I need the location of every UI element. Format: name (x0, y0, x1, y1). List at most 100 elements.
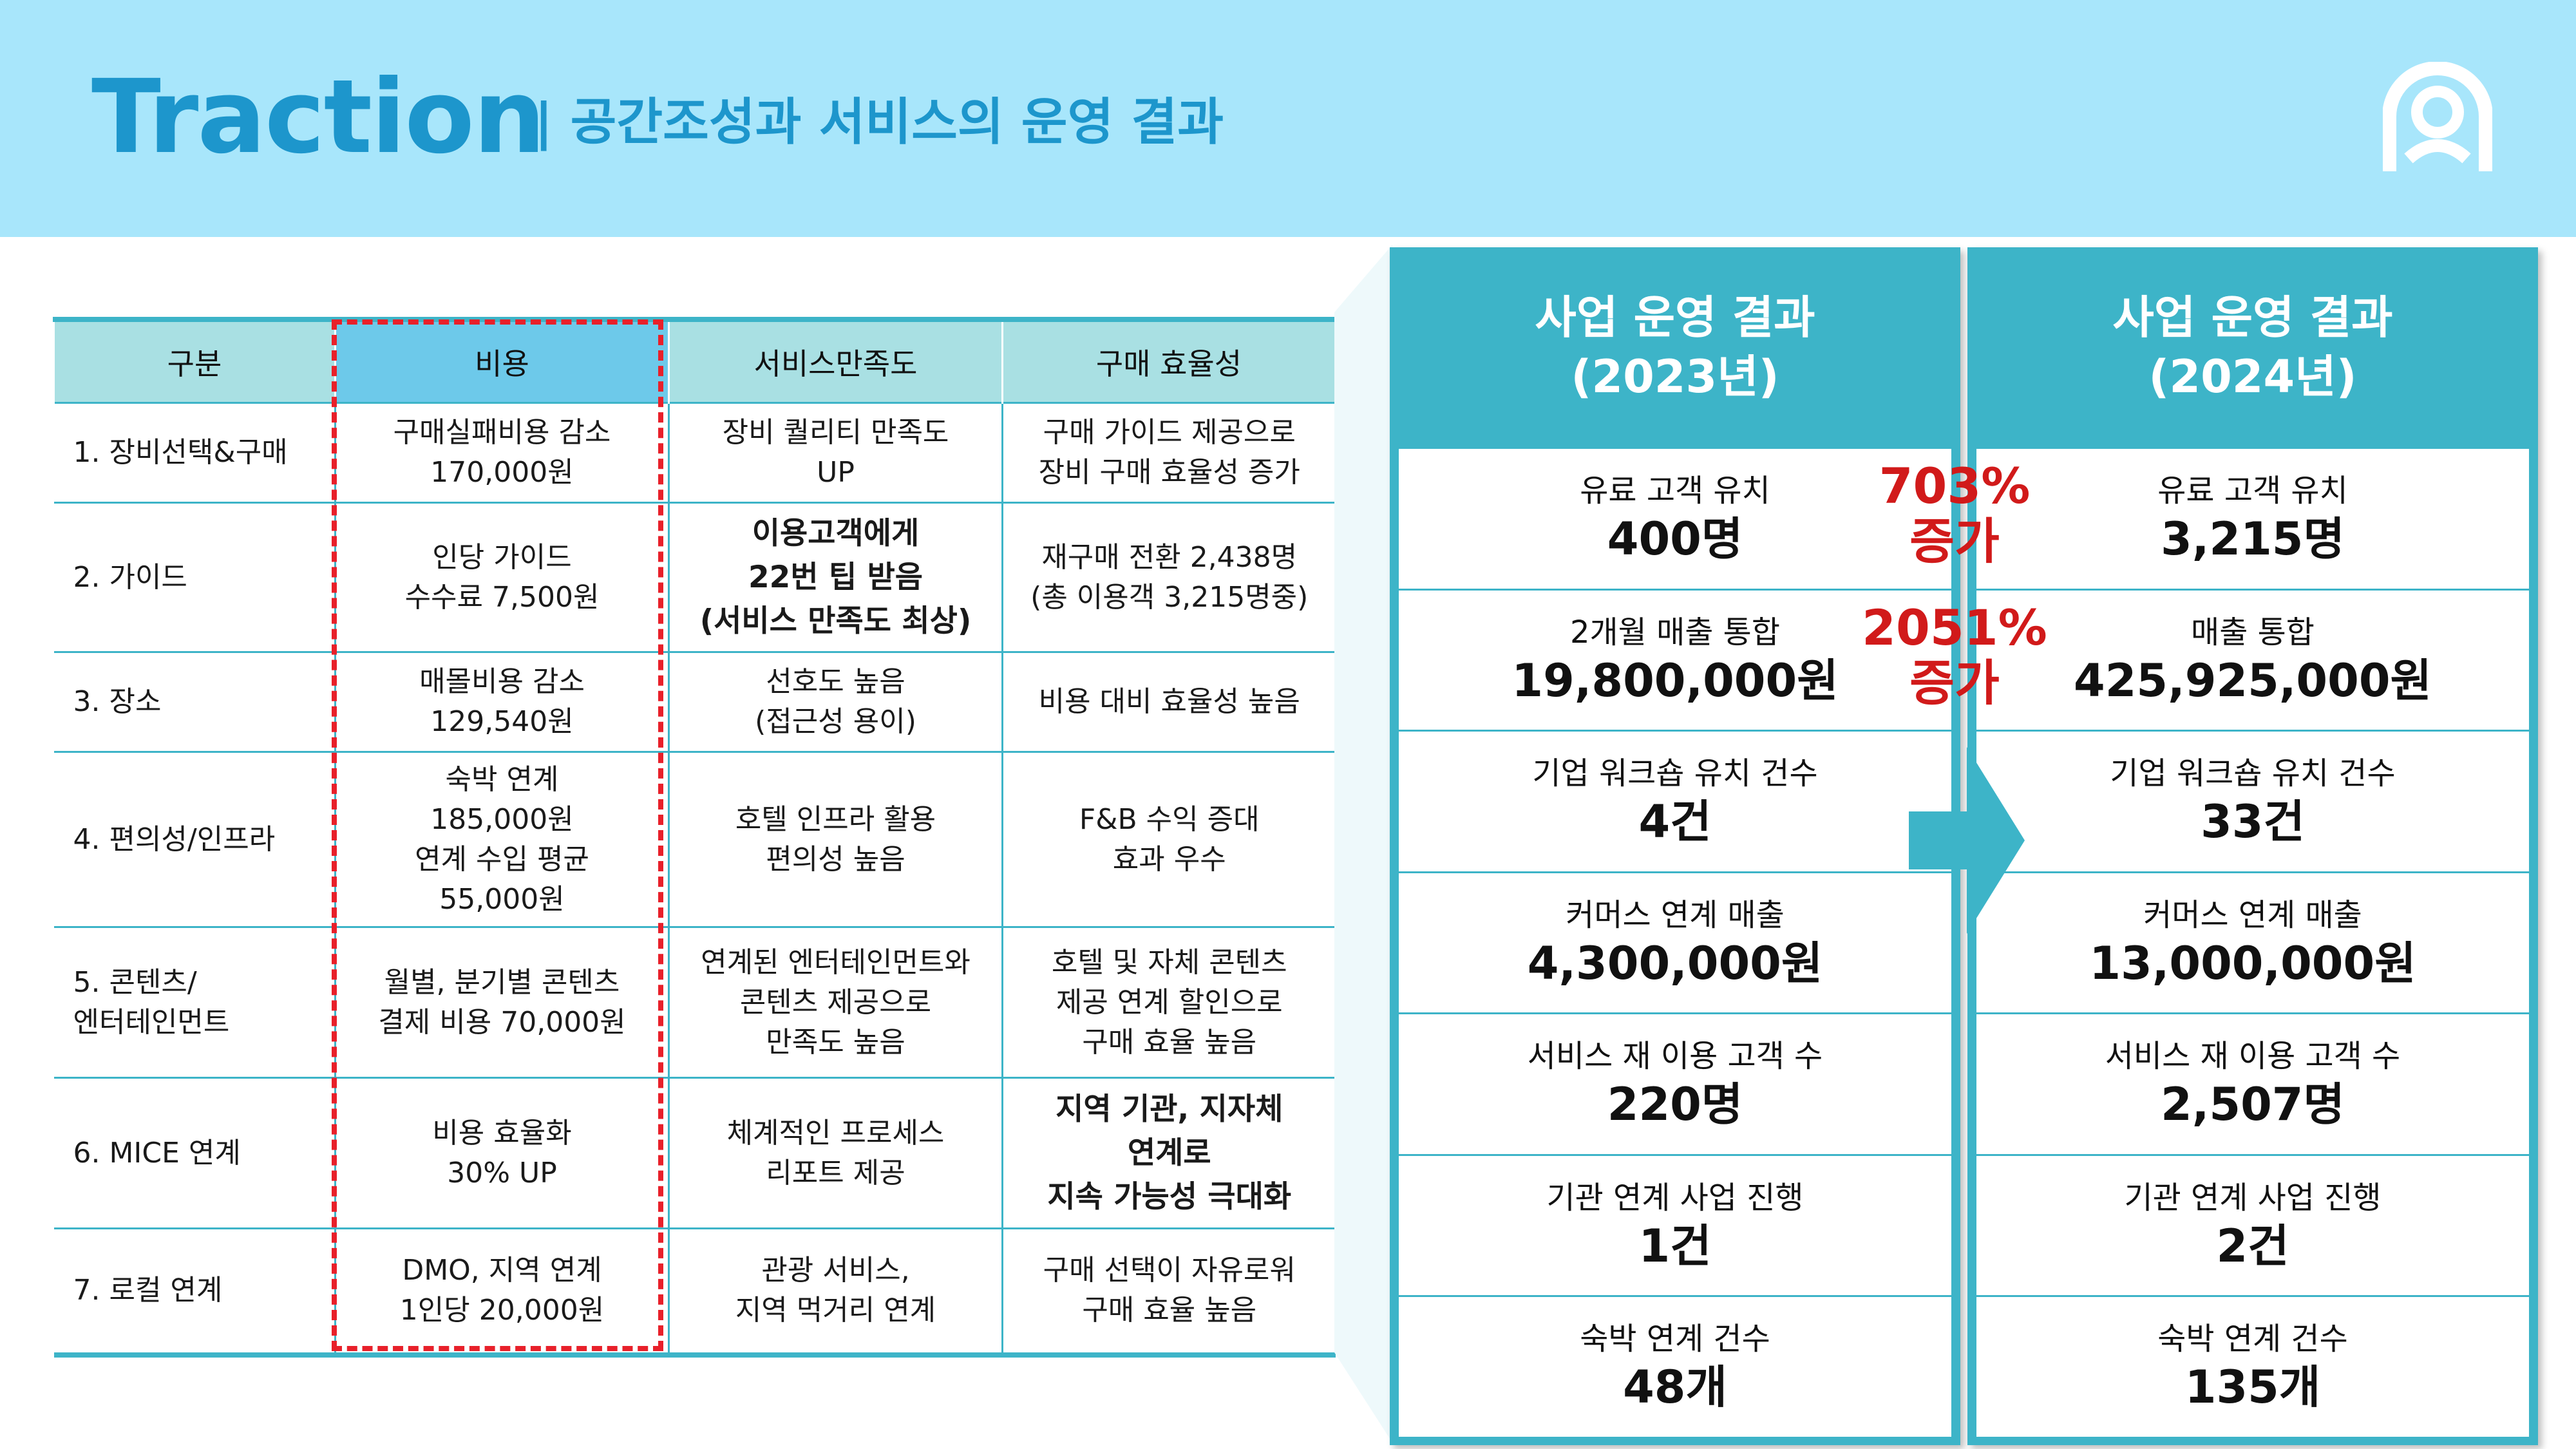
result-value: 19,800,000원 (1511, 654, 1839, 707)
result-value: 220명 (1607, 1078, 1743, 1132)
result-label: 커머스 연계 매출 (1566, 896, 1785, 933)
row-category: 2. 가이드 (53, 502, 336, 652)
row-satisfaction: 이용고객에게 22번 팁 받음 (서비스 만족도 최상) (668, 502, 1003, 652)
row-category: 1. 장비선택&구매 (53, 402, 336, 503)
result-label: 기관 연계 사업 진행 (1546, 1179, 1804, 1216)
table-header-row: 구분 비용 서비스만족도 구매 효율성 (53, 319, 1336, 403)
table-row: 3. 장소 매몰비용 감소 129,540원 선호도 높음 (접근성 용이) 비용 … (53, 651, 1336, 752)
result-value: 1건 (1638, 1219, 1712, 1273)
row-efficiency: 지역 기관, 지자체 연계로 지속 가능성 극대화 (1001, 1077, 1336, 1229)
panel-title: 사업 운영 결과 (2112, 291, 2393, 344)
page-subtitle: | 공간조성과 서비스의 운영 결과 (535, 93, 1224, 151)
panel-year: (2023년) (1571, 350, 1779, 403)
result-value: 135개 (2184, 1361, 2321, 1414)
row-category: 4. 편의성/인프라 (53, 751, 336, 927)
result-label: 유료 고객 유치 (1580, 473, 1770, 509)
result-value: 425,925,000원 (2074, 654, 2432, 707)
growth-callout: 2051% 증가 (1858, 600, 2051, 711)
result-label: 서비스 재 이용 고객 수 (2105, 1038, 2401, 1075)
table-row: 7. 로컬 연계 DMO, 지역 연계 1인당 20,000원 관광 서비스, 지역… (53, 1227, 1336, 1355)
row-satisfaction: 장비 퀄리티 만족도 UP (668, 402, 1003, 503)
result-cell: 유료 고객 유치 400명 (1399, 447, 1951, 589)
row-category: 6. MICE 연계 (53, 1077, 336, 1229)
result-cell: 2개월 매출 통합 19,800,000원 (1399, 588, 1951, 730)
result-value: 2건 (2216, 1219, 2289, 1273)
result-cell: 매출 통합 425,925,000원 (1976, 588, 2529, 730)
row-cost: 월별, 분기별 콘텐츠 결제 비용 70,000원 (334, 926, 669, 1078)
row-category: 7. 로컬 연계 (53, 1227, 336, 1355)
table-row: 1. 장비선택&구매 구매실패비용 감소 170,000원 장비 퀄리티 만족도 U… (53, 402, 1336, 503)
table-row: 2. 가이드 인당 가이드 수수료 7,500원 이용고객에게 22번 팁 받음 (서… (53, 502, 1336, 652)
result-cell: 숙박 연계 건수 135개 (1976, 1295, 2529, 1437)
result-value: 2,507명 (2161, 1078, 2345, 1132)
panel-year: (2024년) (2148, 350, 2357, 403)
result-cell: 커머스 연계 매출 4,300,000원 (1399, 871, 1951, 1012)
result-cell: 커머스 연계 매출 13,000,000원 (1976, 871, 2529, 1012)
panel-head-2024: 사업 운영 결과 (2024년) (1976, 247, 2529, 447)
header-cost: 비용 (334, 319, 670, 403)
arrow-right-icon (1909, 747, 2025, 934)
result-label: 매출 통합 (2191, 614, 2315, 650)
result-value: 3,215명 (2161, 513, 2345, 566)
table-row: 5. 콘텐츠/ 엔터테인먼트 월별, 분기별 콘텐츠 결제 비용 70,000원 … (53, 926, 1336, 1078)
result-label: 숙박 연계 건수 (1580, 1321, 1770, 1358)
row-efficiency: 구매 가이드 제공으로 장비 구매 효율성 증가 (1001, 402, 1336, 503)
row-cost: 비용 효율화 30% UP (334, 1077, 669, 1229)
panel-title: 사업 운영 결과 (1535, 291, 1815, 344)
row-cost: 매몰비용 감소 129,540원 (334, 651, 669, 752)
result-cell: 기관 연계 사업 진행 2건 (1976, 1153, 2529, 1295)
panel-head-2023: 사업 운영 결과 (2023년) (1399, 247, 1951, 447)
result-value: 48개 (1623, 1361, 1727, 1414)
row-efficiency: F&B 수익 증대 효과 우수 (1001, 751, 1336, 927)
page-title: Traction (91, 58, 545, 176)
result-cell: 서비스 재 이용 고객 수 220명 (1399, 1012, 1951, 1154)
header-satisfaction: 서비스만족도 (668, 319, 1003, 403)
table-row: 4. 편의성/인프라 숙박 연계 185,000원 연계 수입 평균 55,000원 … (53, 751, 1336, 927)
row-efficiency: 구매 선택이 자유로워 구매 효율 높음 (1001, 1227, 1336, 1355)
row-satisfaction: 선호도 높음 (접근성 용이) (668, 651, 1003, 752)
result-value: 33건 (2201, 795, 2305, 849)
results-panel-2024: 사업 운영 결과 (2024년) 유료 고객 유치 3,215명 매출 통합 4… (1967, 247, 2538, 1445)
growth-word: 증가 (1909, 513, 2000, 570)
growth-word: 증가 (1909, 654, 2000, 712)
result-cell: 유료 고객 유치 3,215명 (1976, 447, 2529, 589)
result-label: 기관 연계 사업 진행 (2124, 1179, 2382, 1216)
growth-percent: 703% (1879, 457, 2031, 515)
row-satisfaction: 관광 서비스, 지역 먹거리 연계 (668, 1227, 1003, 1355)
row-satisfaction: 연계된 엔터테인먼트와 콘텐츠 제공으로 만족도 높음 (668, 926, 1003, 1078)
brand-logo-icon (2383, 62, 2492, 171)
result-cell: 서비스 재 이용 고객 수 2,507명 (1976, 1012, 2529, 1154)
row-satisfaction: 체계적인 프로세스 리포트 제공 (668, 1077, 1003, 1229)
row-cost: 숙박 연계 185,000원 연계 수입 평균 55,000원 (334, 751, 669, 927)
traction-table: 구분 비용 서비스만족도 구매 효율성 1. 장비선택&구매 구매실패비용 감소… (53, 317, 1336, 1358)
result-label: 커머스 연계 매출 (2143, 896, 2362, 933)
row-satisfaction: 호텔 인프라 활용 편의성 높음 (668, 751, 1003, 927)
table-row: 6. MICE 연계 비용 효율화 30% UP 체계적인 프로세스 리포트 제공 … (53, 1077, 1336, 1229)
row-efficiency: 비용 대비 효율성 높음 (1001, 651, 1336, 752)
row-efficiency: 재구매 전환 2,438명 (총 이용객 3,215명중) (1001, 502, 1336, 652)
result-label: 2개월 매출 통합 (1569, 614, 1780, 650)
result-value: 13,000,000원 (2089, 936, 2416, 990)
growth-callout: 703% 증가 (1858, 459, 2051, 569)
row-category: 5. 콘텐츠/ 엔터테인먼트 (53, 926, 336, 1078)
row-efficiency: 호텔 및 자체 콘텐츠 제공 연계 할인으로 구매 효율 높음 (1001, 926, 1336, 1078)
connector-shape (1334, 245, 1392, 1443)
result-label: 기업 워크숍 유치 건수 (2110, 755, 2396, 792)
result-label: 숙박 연계 건수 (2157, 1321, 2348, 1358)
result-cell: 기업 워크숍 유치 건수 33건 (1976, 730, 2529, 871)
result-value: 400명 (1607, 513, 1743, 566)
header-category: 구분 (53, 319, 336, 403)
result-cell: 숙박 연계 건수 48개 (1399, 1295, 1951, 1437)
result-value: 4건 (1638, 795, 1712, 849)
header-banner: Traction | 공간조성과 서비스의 운영 결과 (0, 0, 2576, 237)
row-cost: 구매실패비용 감소 170,000원 (334, 402, 669, 503)
header-efficiency: 구매 효율성 (1001, 319, 1336, 403)
result-value: 4,300,000원 (1527, 936, 1823, 990)
row-category: 3. 장소 (53, 651, 336, 752)
results-panel-2023: 사업 운영 결과 (2023년) 유료 고객 유치 400명 2개월 매출 통합… (1390, 247, 1960, 1445)
growth-percent: 2051% (1862, 599, 2047, 656)
result-label: 기업 워크숍 유치 건수 (1532, 755, 1818, 792)
row-cost: 인당 가이드 수수료 7,500원 (334, 502, 669, 652)
row-cost: DMO, 지역 연계 1인당 20,000원 (334, 1227, 669, 1355)
result-cell: 기관 연계 사업 진행 1건 (1399, 1153, 1951, 1295)
